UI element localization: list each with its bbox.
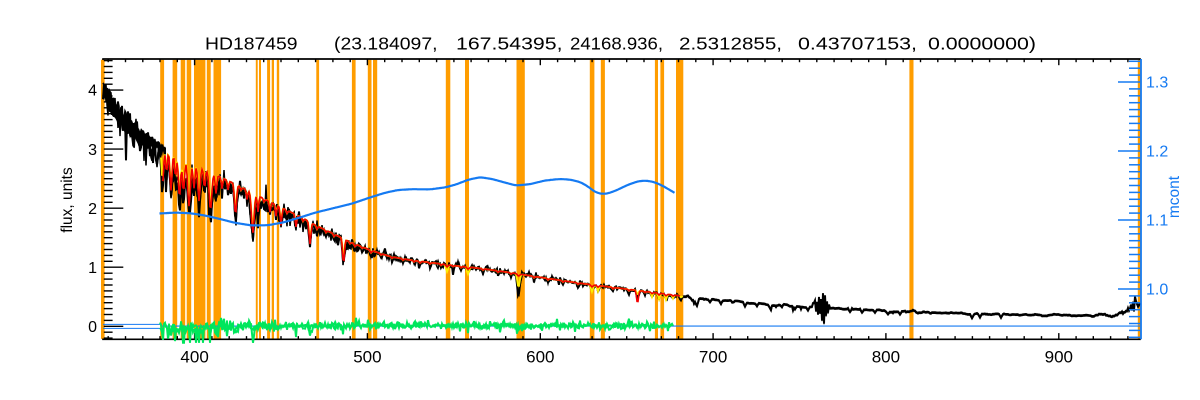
svg-text:(23.184097,: (23.184097, [334,34,438,54]
svg-text:3: 3 [88,142,97,159]
svg-text:4: 4 [88,83,97,100]
svg-text:167.54395,: 167.54395, [456,34,563,54]
svg-text:2.5312855,: 2.5312855, [679,34,782,54]
svg-text:1.3: 1.3 [1146,75,1168,92]
svg-text:24168.936,: 24168.936, [570,34,663,54]
svg-text:1.2: 1.2 [1146,144,1168,161]
svg-text:500: 500 [353,348,381,367]
svg-text:HD187459: HD187459 [205,34,298,54]
svg-text:1: 1 [88,260,97,277]
svg-text:0: 0 [88,319,97,336]
svg-text:700: 700 [699,348,727,367]
svg-text:mcont: mcont [1166,175,1183,218]
svg-text:2: 2 [88,201,97,218]
svg-text:900: 900 [1045,348,1073,367]
svg-text:0.43707153,: 0.43707153, [798,34,917,54]
svg-text:800: 800 [872,348,900,367]
svg-text:1.0: 1.0 [1146,282,1168,299]
svg-text:400: 400 [180,348,208,367]
svg-text:0.0000000): 0.0000000) [928,34,1036,54]
svg-text:flux, units: flux, units [59,167,76,233]
svg-text:1.1: 1.1 [1146,213,1168,230]
svg-text:600: 600 [526,348,554,367]
